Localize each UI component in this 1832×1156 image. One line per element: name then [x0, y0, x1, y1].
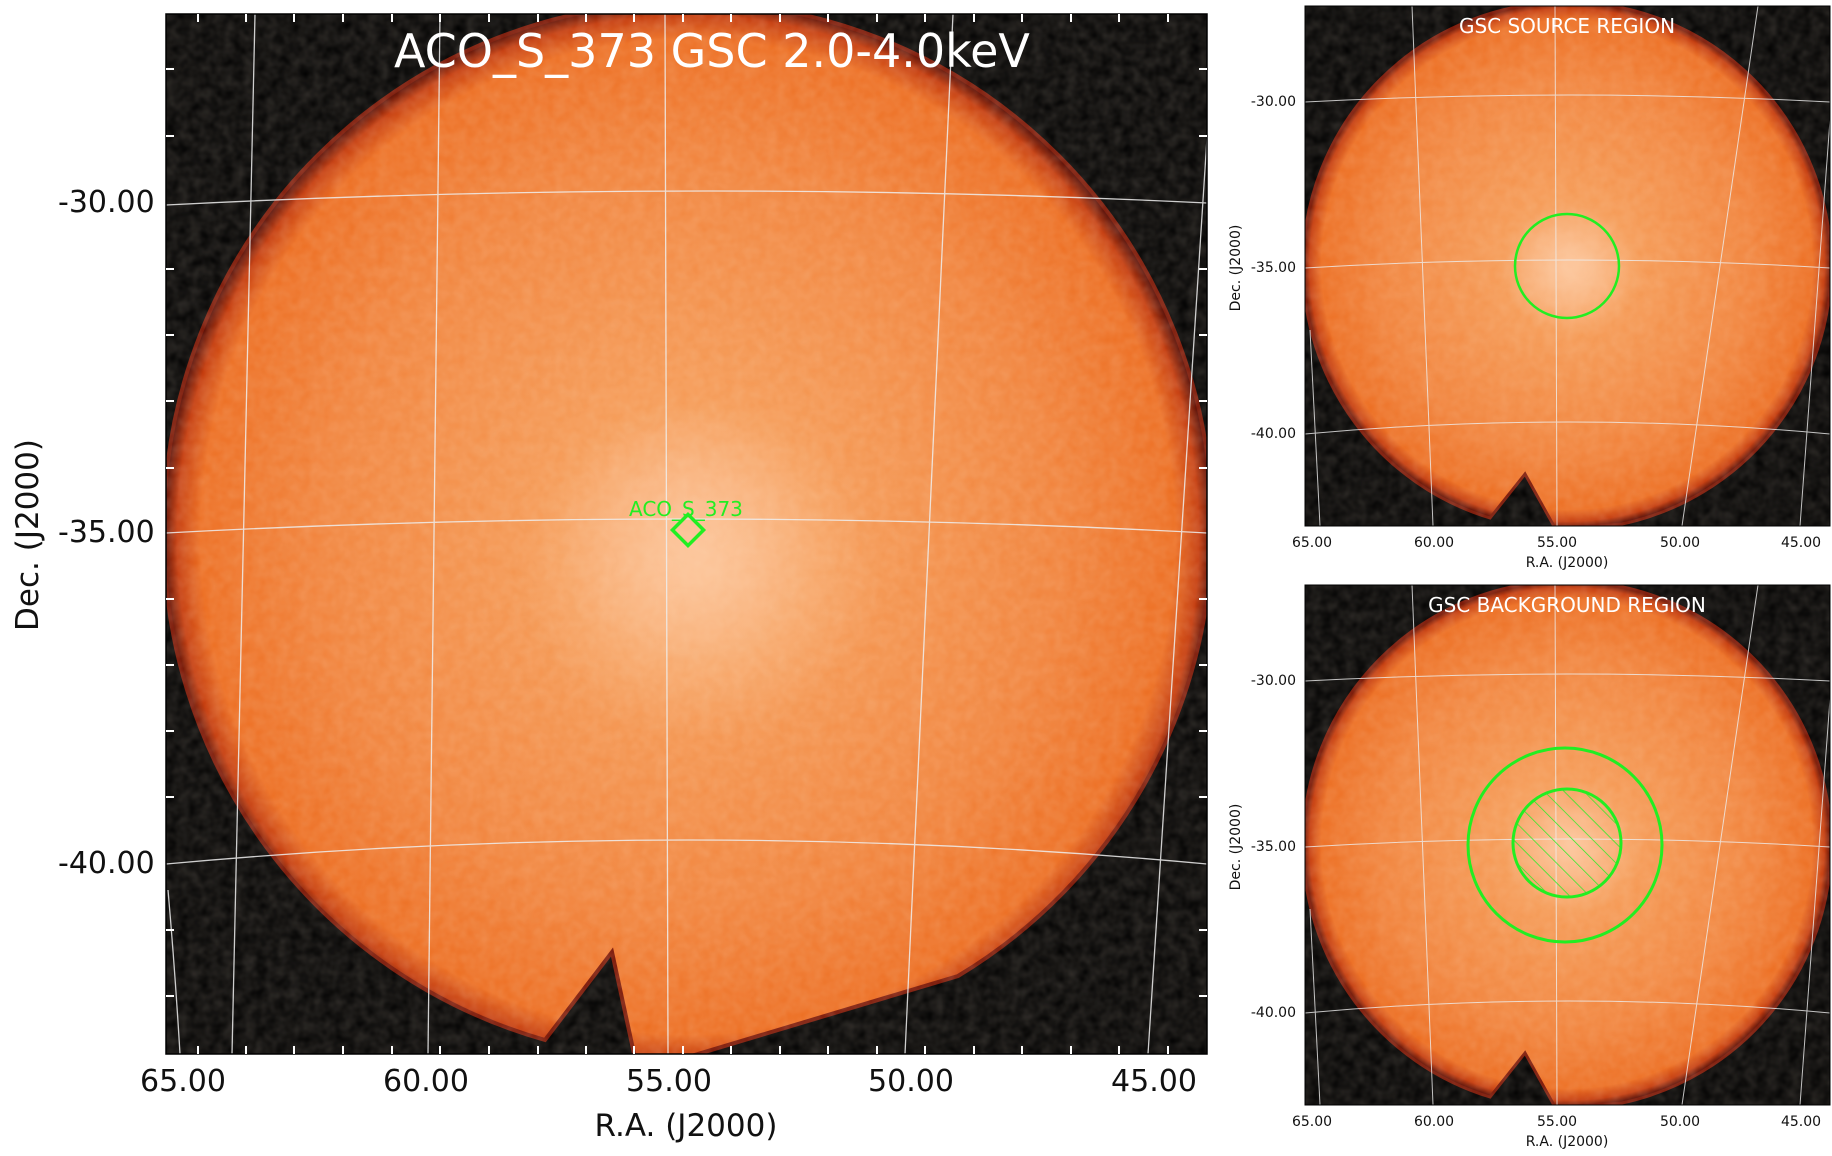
source-coordinate-grid — [1305, 6, 1830, 526]
source-panel-title: GSC SOURCE REGION — [1459, 14, 1675, 38]
background-y-axis-label: Dec. (J2000) — [1228, 804, 1244, 891]
main-frame — [165, 13, 1208, 1055]
source-frame — [1304, 5, 1831, 527]
source-extraction-circle — [1513, 212, 1621, 320]
main-x-tick-label: 50.00 — [868, 1064, 954, 1099]
main-coordinate-grid — [166, 14, 1207, 1054]
background-x-axis-label: R.A. (J2000) — [1526, 1134, 1609, 1150]
source-y-axis-label: Dec. (J2000) — [1228, 225, 1244, 312]
source-x-tick-label: 55.00 — [1537, 535, 1577, 551]
source-x-axis-label: R.A. (J2000) — [1526, 555, 1609, 571]
source-y-tick-label: -30.00 — [1251, 94, 1296, 110]
source-marker-diamond — [669, 511, 707, 549]
background-y-tick-label: -30.00 — [1251, 673, 1296, 689]
main-y-axis-label: Dec. (J2000) — [10, 439, 46, 631]
background-x-tick-label: 55.00 — [1537, 1114, 1577, 1130]
main-y-tick-label: -35.00 — [58, 515, 155, 550]
background-frame — [1304, 584, 1831, 1106]
main-x-tick-label: 55.00 — [626, 1064, 712, 1099]
source-y-tick-label: -35.00 — [1251, 260, 1296, 276]
main-y-tick-label: -40.00 — [58, 846, 155, 881]
background-x-tick-label: 65.00 — [1292, 1114, 1332, 1130]
source-x-tick-label: 65.00 — [1292, 535, 1332, 551]
background-y-tick-label: -35.00 — [1251, 839, 1296, 855]
main-y-tick-label: -30.00 — [58, 185, 155, 220]
background-x-tick-label: 50.00 — [1660, 1114, 1700, 1130]
main-x-axis-label: R.A. (J2000) — [595, 1108, 778, 1144]
background-region-panel: GSC BACKGROUND REGION -30.00 -35.00 -40.… — [1228, 584, 1831, 1150]
main-source-label: ACO_S_373 — [629, 497, 743, 521]
background-panel-title: GSC BACKGROUND REGION — [1428, 593, 1706, 617]
source-x-tick-label: 50.00 — [1660, 535, 1700, 551]
main-panel-title: ACO_S_373 GSC 2.0-4.0keV — [394, 24, 1030, 78]
source-region-panel: GSC SOURCE REGION -30.00 -35.00 -40.00 6… — [1228, 5, 1831, 571]
main-diffuse-emission — [520, 400, 880, 740]
background-y-tick-label: -40.00 — [1251, 1005, 1296, 1021]
main-image-panel: ACO_S_373 ACO_S_373 GSC 2.0-4.0keV -30.0… — [10, 13, 1208, 1144]
main-x-tick-label: 45.00 — [1111, 1064, 1197, 1099]
source-x-tick-label: 60.00 — [1414, 535, 1454, 551]
background-excluded-source-circle — [1511, 787, 1623, 899]
main-x-tick-label: 60.00 — [383, 1064, 469, 1099]
background-annulus-outer-circle — [1466, 746, 1664, 944]
background-x-tick-label: 45.00 — [1781, 1114, 1821, 1130]
background-x-tick-label: 60.00 — [1414, 1114, 1454, 1130]
main-frame-ticks — [166, 14, 1207, 1054]
source-y-tick-label: -40.00 — [1251, 426, 1296, 442]
main-x-tick-label: 65.00 — [140, 1064, 226, 1099]
source-x-tick-label: 45.00 — [1781, 535, 1821, 551]
